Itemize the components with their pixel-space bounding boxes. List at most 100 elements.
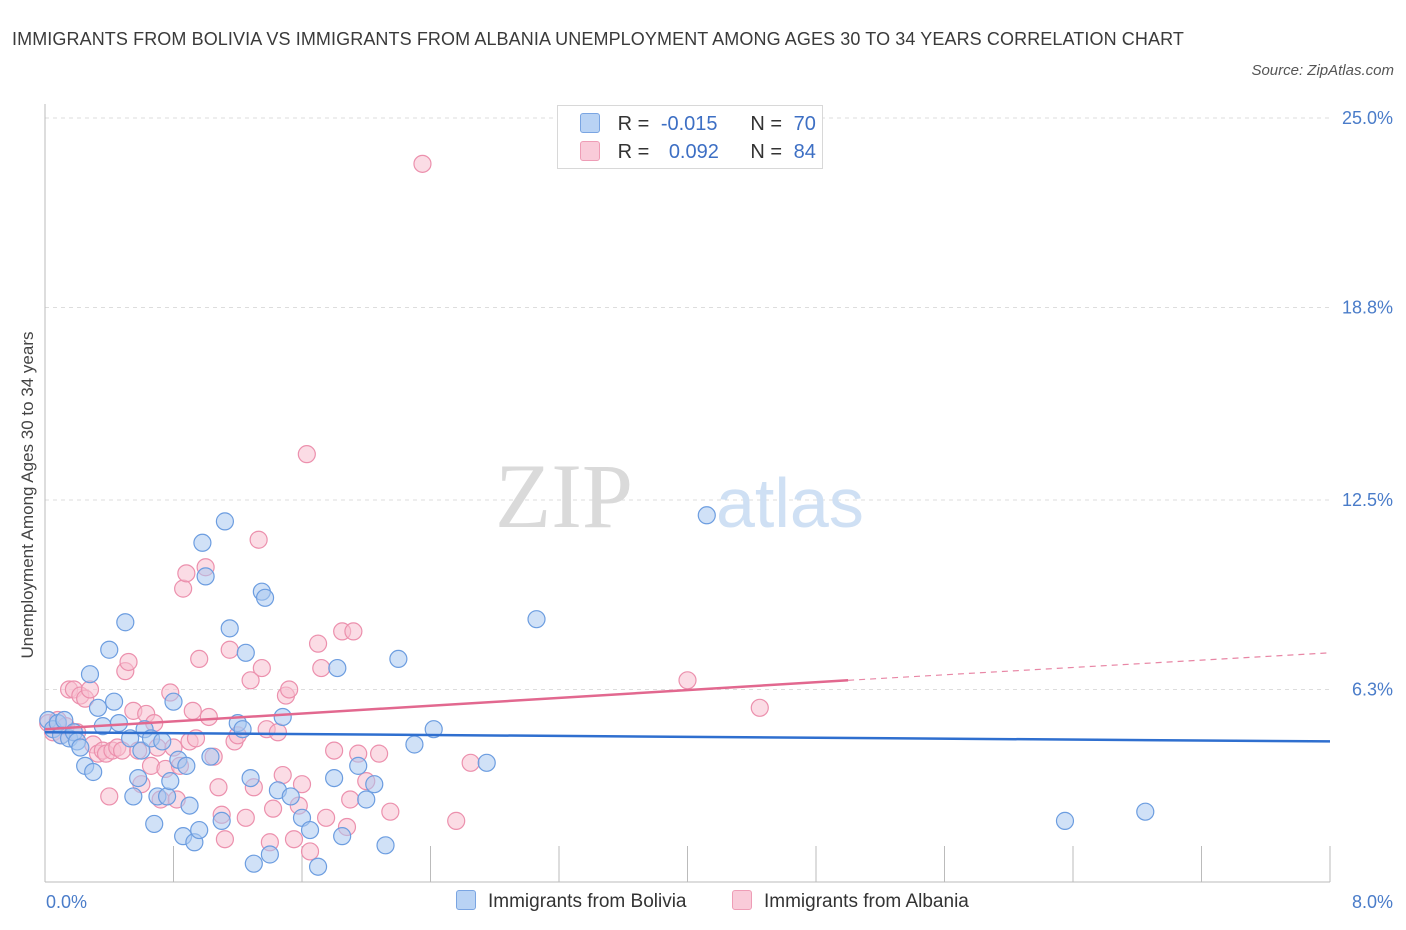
legend-label-bolivia: Immigrants from Bolivia	[488, 891, 687, 912]
chart-source: Source: ZipAtlas.com	[1251, 62, 1394, 79]
y-tick-label: 18.8%	[1342, 297, 1393, 317]
legend-r-value: -0.015	[660, 113, 718, 135]
bolivia-point	[80, 665, 100, 684]
chart-title: IMMIGRANTS FROM BOLIVIA VS IMMIGRANTS FR…	[12, 29, 1184, 49]
bolivia-point	[325, 768, 344, 788]
albania-point	[263, 799, 283, 818]
bolivia-point	[153, 732, 172, 751]
bolivia-point	[124, 787, 143, 806]
bolivia-point	[215, 512, 234, 531]
bolivia-point	[405, 735, 424, 754]
bolivia-points	[39, 506, 1155, 876]
bolivia-point	[233, 720, 252, 739]
bolivia-point	[161, 772, 180, 791]
bolivia-point	[100, 640, 119, 659]
bolivia-swatch	[456, 890, 476, 911]
albania-point	[220, 640, 239, 659]
grid-layer	[45, 117, 1330, 690]
legend-n-label: N =	[750, 141, 783, 163]
bolivia-point	[424, 720, 443, 739]
albania-point	[297, 445, 316, 464]
albania-point	[236, 808, 255, 827]
trend-layer	[44, 652, 1331, 743]
x-tick-label: 0.0%	[46, 892, 87, 912]
albania-point	[300, 842, 320, 861]
albania-point	[750, 698, 769, 717]
bolivia-point	[104, 692, 124, 711]
albania-point	[177, 564, 196, 583]
bolivia-point	[190, 820, 209, 840]
legend-item-bolivia[interactable]: Immigrants from Bolivia	[456, 888, 687, 916]
legend-row-albania: R = 0.092 N = 84	[580, 138, 816, 166]
albania-point	[190, 649, 209, 669]
watermark-zip: ZIP	[495, 445, 633, 547]
x-tick-label: 8.0%	[1352, 892, 1393, 912]
albania-point	[678, 671, 697, 690]
y-tick-label: 6.3%	[1352, 679, 1393, 699]
bolivia-point	[1055, 811, 1075, 830]
watermark-atlas: atlas	[716, 464, 864, 542]
bolivia-point	[1136, 802, 1155, 821]
legend-r-value: 0.092	[668, 141, 719, 163]
legend-item-albania[interactable]: Immigrants from Albania	[732, 888, 969, 916]
bolivia-point	[255, 588, 275, 607]
bolivia-point	[212, 811, 231, 830]
bolivia-point	[71, 738, 90, 757]
albania-point	[199, 707, 218, 727]
bolivia-point	[349, 756, 368, 775]
albania-swatch	[732, 890, 752, 911]
bolivia-point	[220, 619, 239, 638]
bolivia-point	[389, 649, 408, 669]
bolivia-point	[376, 836, 395, 855]
bolivia-point	[241, 768, 260, 788]
albania-point	[252, 658, 271, 678]
albania-point	[413, 154, 432, 173]
albania-point	[381, 802, 400, 821]
correlation-legend: R = -0.015 N = 70 R = 0.092 N = 84	[557, 105, 823, 169]
albania-point	[174, 579, 193, 598]
bolivia-point	[132, 741, 151, 760]
albania-point	[215, 830, 234, 849]
albania-point	[183, 701, 202, 720]
bolivia-point	[273, 707, 292, 727]
albania-point	[80, 680, 100, 699]
bolivia-point	[180, 796, 199, 815]
bolivia-point	[116, 613, 135, 632]
legend-n-label: N =	[750, 113, 783, 135]
bolivia-point	[244, 854, 263, 873]
bolivia-point	[193, 533, 212, 552]
bolivia-point	[308, 857, 328, 876]
watermark: ZIP atlas	[495, 445, 864, 547]
albania-point	[341, 790, 360, 809]
albania-point	[292, 775, 312, 794]
albania-point	[268, 723, 288, 742]
albania-trend-line	[44, 679, 849, 731]
albania-point	[241, 671, 260, 690]
axis-layer	[44, 104, 1331, 883]
bolivia-point	[365, 775, 384, 794]
y-tick-label: 25.0%	[1342, 108, 1393, 128]
bolivia-point	[300, 820, 320, 840]
bolivia-point	[145, 814, 164, 834]
legend-row-bolivia: R = -0.015 N = 70	[580, 110, 816, 138]
bolivia-point	[477, 753, 496, 772]
albania-point	[325, 741, 344, 760]
bolivia-point	[236, 643, 255, 662]
albania-point	[316, 808, 336, 827]
legend-n-value: 70	[793, 113, 816, 135]
bolivia-point	[328, 658, 347, 678]
bolivia-point	[527, 610, 546, 629]
bolivia-point	[333, 827, 352, 846]
albania-point	[344, 622, 363, 641]
bolivia-point	[129, 768, 148, 788]
albania-point	[447, 811, 466, 830]
albania-point	[370, 744, 389, 763]
albania-point	[308, 634, 328, 653]
albania-point	[280, 680, 299, 699]
albania-point	[119, 652, 138, 672]
albania-point	[249, 530, 268, 549]
legend-r-label: R =	[617, 141, 650, 163]
albania-trend-extension	[848, 652, 1331, 681]
bolivia-point	[357, 790, 376, 809]
tick-layer: 6.3% 12.5% 18.8% 25.0% 0.0% 8.0%	[46, 108, 1393, 912]
